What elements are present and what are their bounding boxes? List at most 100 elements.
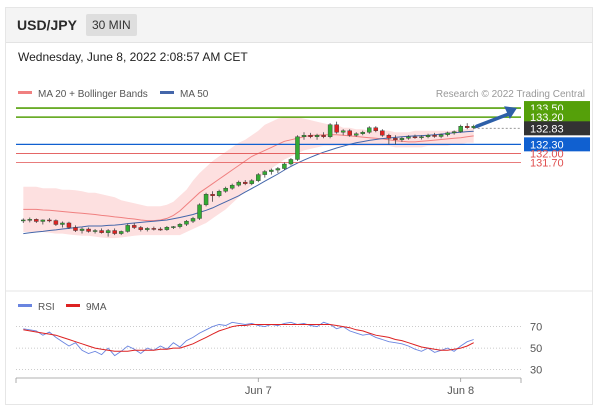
ma50-legend-swatch <box>160 91 174 94</box>
candle-body <box>125 225 130 232</box>
time-axis: Jun 7 Jun 8 <box>15 377 522 397</box>
chart-header: USD/JPY 30 MIN <box>6 8 592 43</box>
level-label: 132.00 <box>530 148 564 160</box>
candle-body <box>73 227 78 231</box>
candle-body <box>190 218 196 222</box>
candle-body <box>151 228 157 230</box>
candle-body <box>145 228 150 230</box>
candle-body <box>60 222 65 225</box>
x-tick-label: Jun 7 <box>245 385 272 397</box>
candle-body <box>438 134 444 137</box>
rsi-legend: RSI 9MA <box>18 302 107 313</box>
candle-body <box>412 136 418 138</box>
candle-body <box>347 130 352 136</box>
candle-body <box>262 171 268 175</box>
candle-body <box>301 135 307 137</box>
candle-body <box>419 136 424 138</box>
candle-body <box>99 230 104 233</box>
candle-body <box>321 135 326 137</box>
ma20-legend-swatch <box>18 91 32 94</box>
candle-body <box>164 227 170 230</box>
candle-body <box>451 131 457 134</box>
level-label-bg <box>524 137 590 152</box>
candle-body <box>138 227 144 230</box>
bollinger-band-area <box>23 117 474 239</box>
candle-body <box>458 125 463 132</box>
candle-body <box>53 220 59 225</box>
level-label-bg <box>524 110 590 125</box>
candle-body <box>203 194 209 206</box>
level-label: 133.20 <box>530 112 564 124</box>
ma50-legend-label: MA 50 <box>180 89 209 100</box>
rsi-plot: 70 50 30 <box>16 322 542 377</box>
level-label: 132.83 <box>530 123 564 135</box>
candle-body <box>27 219 33 221</box>
candle-body <box>40 219 46 222</box>
rsi-ma-legend-swatch <box>66 304 80 307</box>
candle-body <box>269 169 274 172</box>
candle-body <box>445 132 450 135</box>
candle-body <box>86 228 91 232</box>
ma50-line <box>23 130 474 235</box>
candle-body <box>236 181 241 186</box>
candle-body <box>464 125 470 128</box>
rsi-tick-label: 30 <box>530 365 542 377</box>
candle-body <box>327 124 333 137</box>
candle-body <box>229 184 235 189</box>
candle-body <box>432 135 437 137</box>
candle-body <box>243 181 248 184</box>
candle-body <box>112 230 117 234</box>
rsi-legend-label: RSI <box>38 302 55 313</box>
research-credit: Research © 2022 Trading Central <box>436 89 585 100</box>
ma20-legend-label: MA 20 + Bollinger Bands <box>38 89 148 100</box>
candle-body <box>334 124 339 133</box>
candle-body <box>171 226 176 228</box>
candle-body <box>353 133 359 136</box>
candle-body <box>132 225 137 228</box>
candle-body <box>210 194 215 196</box>
candle-body <box>425 135 431 137</box>
timeframe-badge[interactable]: 30 MIN <box>86 14 137 36</box>
candle-body <box>360 132 365 134</box>
candle-body <box>399 138 405 141</box>
rsi-ma-legend-label: 9MA <box>86 302 107 313</box>
candle-body <box>288 159 294 165</box>
candle-body <box>282 163 287 169</box>
candle-body <box>340 130 346 133</box>
candle-body <box>314 135 320 137</box>
candle-body <box>275 168 281 171</box>
candle-body <box>256 174 261 181</box>
candle-body <box>92 230 98 232</box>
candle-body <box>295 136 300 160</box>
rsi-tick-label: 50 <box>530 343 542 355</box>
candle-body <box>118 231 124 234</box>
target-arrow-head <box>504 106 517 119</box>
candle-body <box>380 130 385 136</box>
candle-body <box>406 136 411 139</box>
candle-body <box>393 138 398 141</box>
candle-body <box>21 219 26 222</box>
candle-body <box>158 228 163 231</box>
candle-body <box>308 135 313 137</box>
level-label-bg <box>524 121 590 136</box>
rsi-tick-label: 70 <box>530 322 542 334</box>
candle-body <box>197 204 202 219</box>
rsi-line <box>23 321 474 357</box>
chart-datetime: Wednesday, June 8, 2022 2:08:57 AM CET <box>18 50 248 64</box>
level-label: 131.70 <box>530 157 564 169</box>
candle-body <box>47 219 52 222</box>
candle-body <box>223 187 228 192</box>
target-arrow-shaft <box>474 111 513 129</box>
candle-body <box>105 230 111 233</box>
candle-body <box>249 180 254 184</box>
price-legend: MA 20 + Bollinger Bands MA 50 Research ©… <box>18 89 585 100</box>
x-tick-label: Jun 8 <box>447 385 474 397</box>
candle-body <box>367 127 372 133</box>
candle-body <box>373 127 379 131</box>
candle-body <box>79 228 85 231</box>
symbol-title: USD/JPY <box>17 17 77 33</box>
candle-body <box>386 135 392 139</box>
candle-body <box>34 219 39 222</box>
